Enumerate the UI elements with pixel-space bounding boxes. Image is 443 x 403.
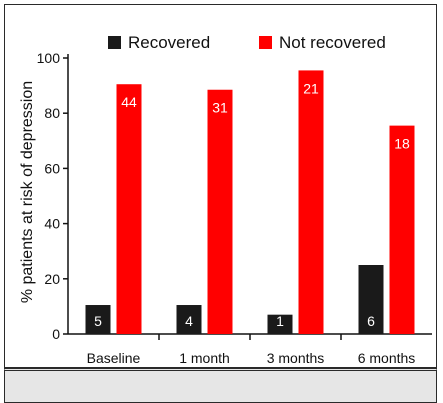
bar-recovered [85,305,111,334]
bar-not-recovered [207,89,233,335]
data-label-recovered: 1 [276,313,284,329]
bar-not-recovered [298,70,324,335]
bottom-band [4,368,437,403]
y-tick-label: 100 [37,50,61,66]
data-label-not-recovered: 21 [303,80,319,96]
data-label-recovered: 5 [94,313,102,329]
legend-swatch-not-recovered [259,36,272,49]
bars [85,70,415,335]
bar-chart: Recovered Not recovered % patients at ri… [19,33,432,366]
legend-label-not-recovered: Not recovered [279,33,386,52]
y-tick-label: 0 [52,326,60,342]
data-label-not-recovered: 31 [212,100,228,116]
data-label-recovered: 4 [185,313,193,329]
y-tick-label: 40 [44,216,60,232]
legend-label-recovered: Recovered [128,33,210,52]
bar-not-recovered [389,125,415,335]
y-tick-label: 80 [44,105,60,121]
legend: Recovered Not recovered [108,33,386,52]
bar-recovered [358,265,384,334]
data-label-recovered: 6 [367,313,375,329]
data-label-not-recovered: 18 [394,136,410,152]
x-category-label: 1 month [179,350,230,366]
x-category-label: Baseline [87,350,141,366]
y-axis-title: % patients at risk of depression [19,81,36,303]
y-tick-label: 20 [44,271,60,287]
bar-recovered [176,305,202,334]
bar-recovered [267,314,293,334]
bar-not-recovered [116,84,142,334]
x-category-label: 3 months [267,350,325,366]
y-tick-label: 60 [44,160,60,176]
legend-swatch-recovered [108,36,121,49]
x-category-label: 6 months [358,350,416,366]
data-label-not-recovered: 44 [121,94,137,110]
